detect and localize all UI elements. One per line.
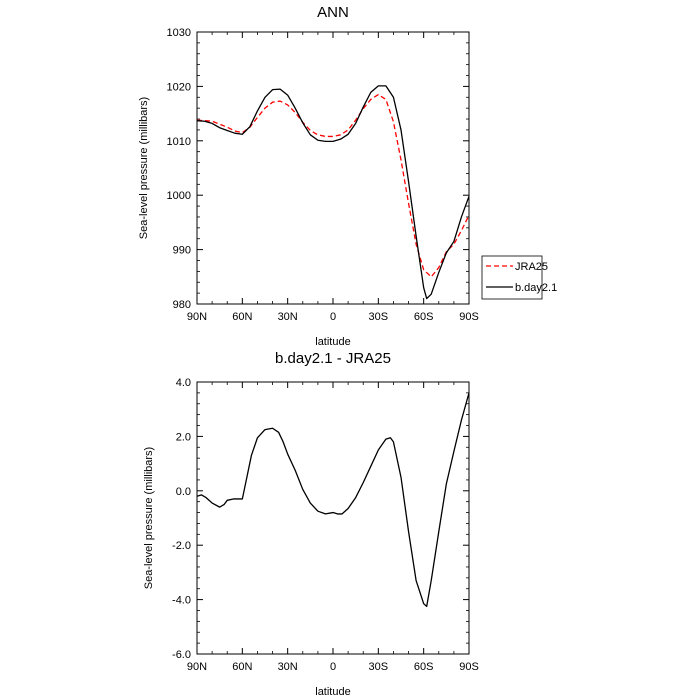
x-tick-label: 90N — [187, 661, 207, 673]
y-tick-label: 4.0 — [176, 377, 191, 389]
legend: JRA25 b.day2.1 — [481, 255, 557, 300]
y-tick-label: 2.0 — [176, 431, 191, 443]
legend-box — [481, 255, 543, 300]
legend-label-jra25: JRA25 — [515, 261, 548, 273]
x-tick-label: 30S — [369, 661, 389, 673]
y-tick-label: 980 — [173, 299, 191, 311]
series-lines — [196, 85, 470, 300]
plot-frame — [196, 381, 470, 655]
y-tick-label: 1010 — [167, 136, 191, 148]
x-tick-label: 90S — [459, 311, 479, 323]
slp-ann-panel: ANN 1030 1020 1010 1000 990 980 90N 60N 30N 0 30S… — [138, 4, 557, 348]
slp-diff-panel: b.day2.1 - JRA25 4.0 2.0 0.0 -2.0 -4.0 -6.0 9… — [143, 350, 479, 698]
x-tick-label: 60N — [232, 661, 252, 673]
x-tick-label: 90N — [187, 311, 207, 323]
x-tick-label: 90S — [459, 661, 479, 673]
x-tick-label: 60S — [414, 311, 434, 323]
legend-label-bday: b.day2.1 — [515, 282, 557, 294]
x-tick-label: 30S — [369, 311, 389, 323]
x-tick-label: 0 — [330, 661, 336, 673]
x-axis-label: latitude — [315, 336, 350, 348]
chart-title: b.day2.1 - JRA25 — [275, 350, 391, 367]
y-tick-label: 0.0 — [176, 486, 191, 498]
x-tick-label: 0 — [330, 311, 336, 323]
y-axis-label: Sea-level pressure (millibars) — [143, 447, 155, 589]
y-tick-label: 990 — [173, 245, 191, 257]
x-tick-label: 30N — [278, 661, 298, 673]
y-axis-label: Sea-level pressure (millibars) — [138, 97, 150, 239]
y-tick-label: -4.0 — [172, 595, 191, 607]
series-line-jra25 — [196, 93, 470, 278]
y-axis: 4.0 2.0 0.0 -2.0 -4.0 -6.0 — [172, 377, 469, 661]
y-tick-label: -2.0 — [172, 540, 191, 552]
series-line-difference — [196, 392, 470, 608]
x-tick-label: 60S — [414, 661, 434, 673]
series-lines — [196, 392, 470, 608]
x-axis-label: latitude — [315, 686, 350, 698]
x-tick-label: 60N — [232, 311, 252, 323]
x-axis: 90N 60N 30N 0 30S 60S 90S — [187, 382, 479, 673]
y-axis: 1030 1020 1010 1000 990 980 — [167, 27, 469, 311]
chart-title: ANN — [317, 4, 349, 21]
plot-frame — [196, 31, 470, 305]
y-tick-label: 1000 — [167, 190, 191, 202]
y-tick-label: -6.0 — [172, 649, 191, 661]
y-tick-label: 1020 — [167, 81, 191, 93]
x-tick-label: 30N — [278, 311, 298, 323]
x-axis: 90N 60N 30N 0 30S 60S 90S — [187, 32, 479, 323]
series-line-b-day2-1 — [196, 85, 470, 300]
y-tick-label: 1030 — [167, 27, 191, 39]
